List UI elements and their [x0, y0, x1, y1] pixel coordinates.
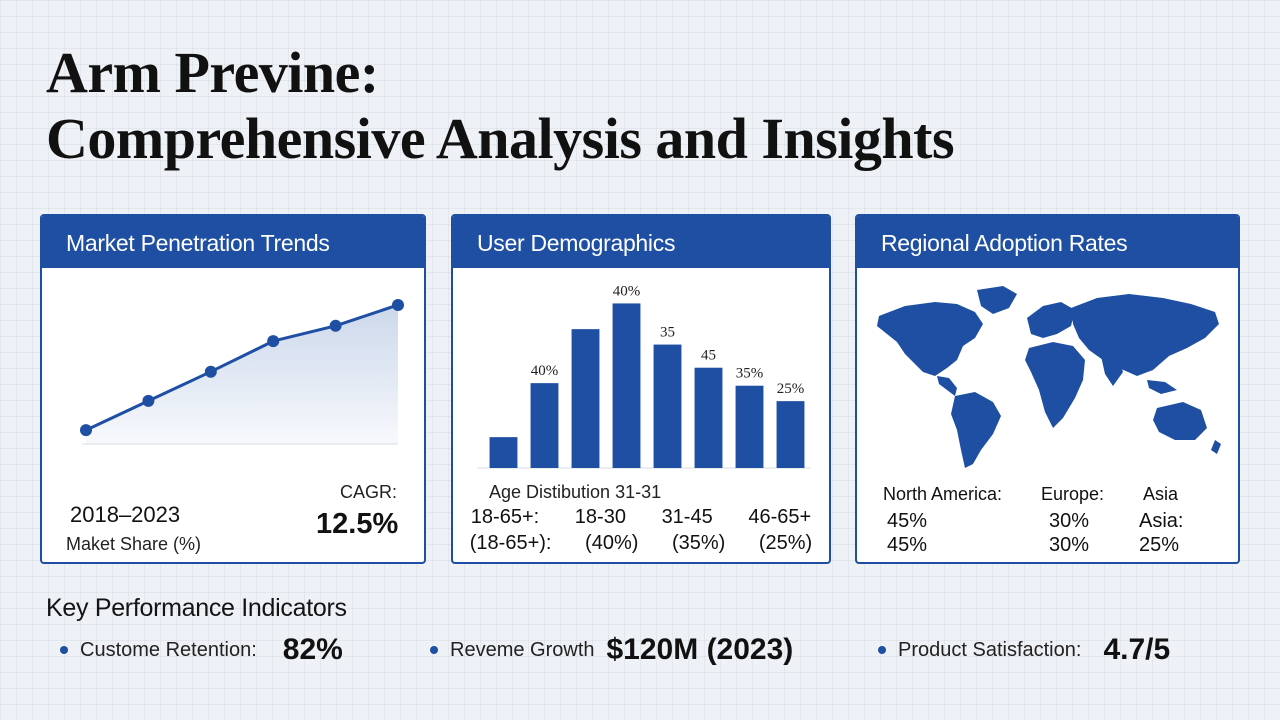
bullet-icon [878, 646, 886, 654]
market-metric-label: Maket Share (%) [66, 534, 202, 554]
demographics-bar [612, 303, 641, 468]
demographics-group: 31-45 [661, 506, 713, 528]
market-penetration-chart [80, 298, 404, 445]
demographics-card-body: 40% 40% 35 45 35% 25% Age Distibution 31-31 1… [453, 268, 829, 562]
africa-shape [1025, 342, 1085, 428]
demographics-bar [530, 383, 559, 468]
demographics-bar [776, 401, 805, 468]
bar-data-label: 40% [531, 363, 559, 379]
bar-data-label: 35% [736, 366, 764, 382]
market-period: 2018–2023 [70, 502, 181, 527]
region-europe-value-2: 30% [1049, 534, 1090, 556]
page-title: Arm Previne: Comprehensive Analysis and … [46, 40, 955, 172]
market-data-point [80, 424, 92, 437]
australia-shape [1153, 402, 1207, 440]
market-penetration-card: Market Penetration Trends 2018–2023 Make… [40, 214, 426, 564]
demographics-bar [694, 367, 723, 468]
market-data-point [267, 335, 280, 348]
bar-data-label: 35 [660, 325, 675, 341]
demographics-bar [489, 437, 518, 468]
cagr-label: CAGR: [340, 482, 398, 502]
regional-card-title: Regional Adoption Rates [857, 216, 1238, 268]
title-line-2: Comprehensive Analysis and Insights [46, 106, 955, 171]
kpi-value: 4.7/5 [1103, 633, 1171, 666]
bar-data-label: 45 [701, 348, 716, 364]
kpi-product-satisfaction: Product Satisfaction: 4.7/5 [878, 628, 1170, 672]
user-demographics-card: User Demographics 40% 40% 35 45 35% 25% Age D… [451, 214, 831, 564]
india-shape [1101, 356, 1123, 386]
user-demographics-chart: 40% 40% 35 45 35% 25% [477, 283, 811, 469]
bar-data-label: 40% [613, 283, 641, 299]
demographics-group: 18-65+: [470, 506, 540, 528]
regional-card-body: North America: 45% 45% Europe: 30% 30% A… [857, 268, 1238, 562]
demographics-caption: Age Distibution 31-31 [489, 482, 662, 502]
north-america-shape [877, 302, 983, 376]
bullet-icon [60, 646, 68, 654]
demographics-share: (25%) [758, 532, 813, 554]
kpi-value: 82% [282, 633, 343, 666]
kpi-label: Product Satisfaction: [898, 638, 1082, 661]
market-card-title: Market Penetration Trends [42, 216, 424, 268]
region-asia-value: 25% [1139, 534, 1180, 556]
demographics-bar [653, 344, 682, 468]
market-area-fill [86, 304, 398, 444]
bullet-icon [430, 646, 438, 654]
region-europe-value: 30% [1049, 510, 1090, 532]
asia-shape [1071, 294, 1219, 376]
demographics-card-title: User Demographics [453, 216, 829, 268]
new-zealand-shape [1211, 440, 1221, 454]
cagr-value: 12.5% [316, 508, 399, 540]
market-data-point [204, 365, 217, 378]
greenland-shape [977, 286, 1017, 314]
bar-data-label: 25% [777, 381, 805, 397]
europe-shape [1027, 302, 1075, 338]
kpi-customer-retention: Custome Retention: 82% [60, 628, 343, 672]
central-america-shape [937, 376, 957, 396]
demographics-groups-row: 18-65+: 18-30 31-45 46-65+ [453, 506, 829, 529]
southeast-asia-shape [1147, 380, 1177, 394]
region-north-america-value: 45% [887, 510, 928, 532]
region-north-america-value-2: 45% [887, 534, 928, 556]
regional-adoption-card: Regional Adoption Rates [855, 214, 1240, 564]
south-america-shape [951, 392, 1001, 468]
market-trend-line [85, 303, 399, 432]
market-data-point [142, 394, 155, 407]
market-data-point [329, 319, 342, 332]
demographics-shares-row: (18-65+): (40%) (35%) (25%) [453, 532, 829, 555]
world-map [877, 286, 1221, 468]
demographics-group: 18-30 [574, 506, 626, 528]
kpi-section-title: Key Performance Indicators [46, 594, 347, 622]
demographics-share: (40%) [585, 532, 639, 554]
region-asia-label: Asia: [1139, 510, 1184, 532]
market-data-point [392, 298, 404, 311]
region-north-america-name: North America: [883, 484, 1003, 504]
demographics-share: (18-65+): [469, 532, 552, 554]
market-card-body: 2018–2023 Maket Share (%) CAGR: 12.5% [42, 268, 424, 562]
demographics-bar [571, 329, 600, 468]
region-asia-name: Asia [1143, 484, 1179, 504]
region-europe-name: Europe: [1041, 484, 1105, 504]
title-line-1: Arm Previne: [46, 40, 379, 105]
kpi-value: $120M (2023) [606, 633, 794, 666]
demographics-bar [735, 385, 764, 468]
kpi-revenue-growth: Reveme Growth $120M (2023) [430, 628, 793, 672]
demographics-share: (35%) [671, 532, 726, 554]
demographics-group: 46-65+ [748, 506, 812, 528]
kpi-label: Reveme Growth [450, 638, 595, 661]
kpi-label: Custome Retention: [80, 638, 257, 661]
